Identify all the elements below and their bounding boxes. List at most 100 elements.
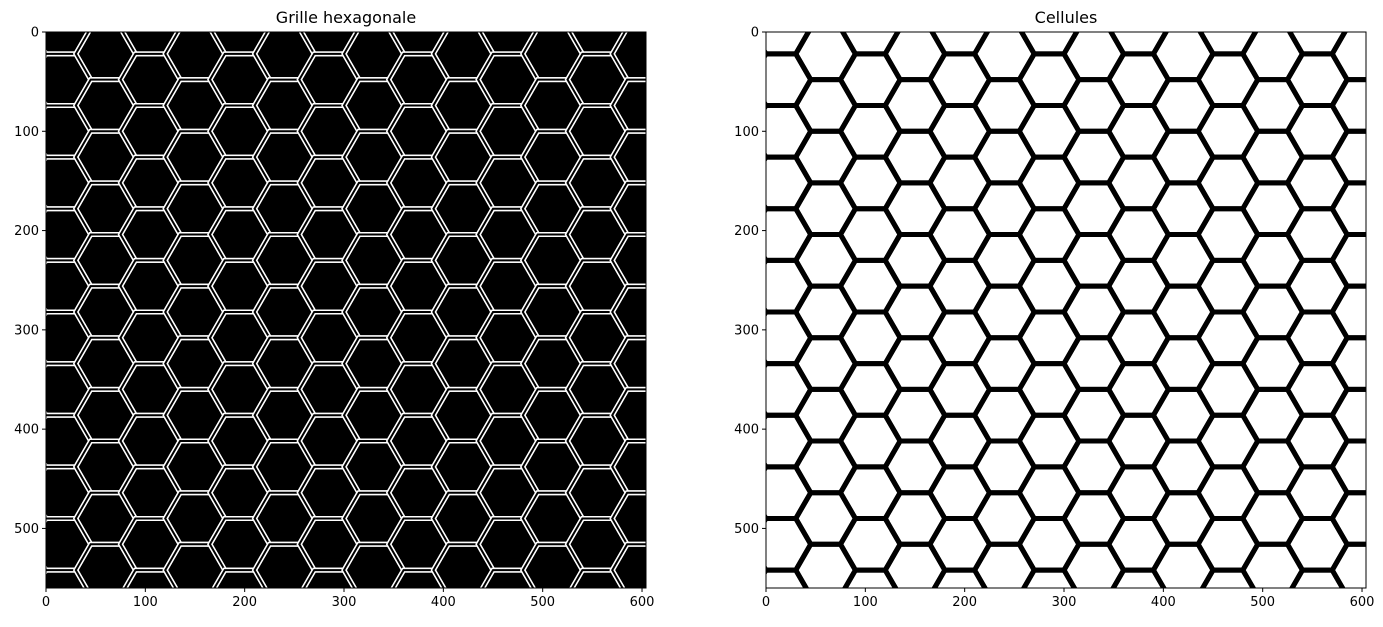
hexagon-cell: [568, 0, 628, 2]
hexagon-cell-inner: [302, 569, 356, 588]
x-tick-label: 400: [1151, 595, 1176, 610]
hexagon-cell: [796, 596, 856, 623]
y-tick-label: 400: [14, 423, 39, 438]
hexagon-cell: [657, 2, 690, 54]
hexagon-cell: [1377, 519, 1383, 571]
hexagon-cell-inner: [165, 596, 225, 623]
hexagon-cell-inner: [210, 0, 270, 2]
hexagon-cell: [1377, 0, 1383, 2]
hexagon-cell-inner: [299, 0, 359, 2]
x-tick-label: 300: [332, 595, 357, 610]
hexagon-cell: [841, 0, 901, 2]
hexagon-cell: [657, 105, 690, 157]
hexagon-cell-inner: [389, 0, 449, 2]
y-tick-label: 500: [14, 522, 39, 537]
hexagon-cell: [657, 467, 690, 519]
hexagon-cell-inner: [657, 570, 690, 622]
hexagon-cell: [657, 519, 690, 571]
y-tick-label: 100: [14, 125, 39, 140]
hexagon-cell: [1377, 260, 1383, 312]
hexagon-cell: [1377, 209, 1383, 261]
hexagon-cell: [1289, 567, 1346, 588]
hexagon-cell: [930, 0, 990, 2]
hex-grid-chart: 0 100 200 300 400 500 600 0 100 200 300 400 500: [14, 0, 690, 623]
hexagon-cell: [1377, 467, 1383, 519]
hexagon-cell: [657, 570, 690, 622]
hexagon-cell-inner: [657, 157, 690, 209]
x-tick-label: 500: [530, 595, 555, 610]
hexagon-cell: [1199, 567, 1257, 588]
hexagon-cell-inner: [657, 2, 690, 54]
hexagon-cell: [1377, 415, 1383, 467]
hexagon-cell-inner: [481, 569, 535, 588]
x-tick-label: 100: [133, 595, 158, 610]
hexagon-cell: [931, 567, 988, 588]
hexagon-cell-inner: [31, 0, 91, 2]
hexagon-cell: [299, 0, 359, 2]
x-tick-label: 100: [853, 595, 878, 610]
hexagon-cell-inner: [570, 569, 624, 588]
hexagon-cell: [657, 157, 690, 209]
hexagon-cell: [165, 596, 225, 623]
x-tick-label: 300: [1052, 595, 1077, 610]
x-tick-label: 500: [1250, 595, 1275, 610]
panel-cells: Cellules 0 100 200 300 400 500 600 0 100 200 300 40…: [690, 0, 1383, 623]
x-tick-label: 400: [431, 595, 456, 610]
hexagon-cell-inner: [123, 569, 177, 588]
hexagon-cell: [1110, 567, 1167, 588]
x-tick-label: 200: [952, 595, 977, 610]
y-tick-label: 300: [734, 323, 759, 338]
x-tick-label: 0: [762, 595, 770, 610]
hexagon-cell: [210, 0, 270, 2]
hexagon-cell: [842, 567, 899, 588]
hexagon-cell: [1377, 105, 1383, 157]
hexagon-cell-inner: [255, 596, 315, 623]
hexagon-cell: [975, 596, 1035, 623]
hexagon-cell: [657, 54, 690, 106]
hexagon-layer: [31, 0, 690, 623]
hexagon-cell: [751, 0, 811, 2]
hexagon-cell: [121, 0, 181, 2]
hexagon-cell-inner: [657, 209, 690, 261]
hexagon-cell: [1377, 54, 1383, 106]
hexagon-cell: [1021, 567, 1078, 588]
hexagon-cell-inner: [478, 0, 538, 2]
hexagon-cell-inner: [657, 467, 690, 519]
hexagon-cell: [885, 596, 945, 623]
y-tick-label: 0: [31, 26, 39, 41]
y-tick-label: 400: [734, 423, 759, 438]
hexagon-cell-inner: [657, 519, 690, 571]
hexagon-cell: [657, 260, 690, 312]
chart-title: Grille hexagonale: [275, 8, 417, 27]
x-tick-label: 600: [630, 595, 655, 610]
hexagon-cell-inner: [121, 0, 181, 2]
y-tick-label: 0: [751, 26, 759, 41]
x-tick-label: 600: [1350, 595, 1375, 610]
axes-frame: [45, 31, 647, 589]
chart-title: Cellules: [1034, 8, 1098, 27]
hexagon-cell: [1329, 541, 1366, 588]
hexagon-cell-inner: [611, 543, 646, 588]
cells-chart: 0 100 200 300 400 500 600 0 100 200 300 400 500: [734, 0, 1383, 623]
hexagon-cell-inner: [657, 0, 690, 2]
hexagon-cell-inner: [657, 105, 690, 157]
hexagon-cell: [76, 596, 136, 623]
hexagon-cell-inner: [657, 364, 690, 416]
panel-hex-grid: Grille hexagonale 0 100 200 300 400 500 600 0 10…: [0, 0, 690, 623]
hexagon-cell-inner: [392, 569, 445, 588]
hexagon-cell: [1377, 157, 1383, 209]
hexagon-cell: [657, 364, 690, 416]
hexagon-cell: [1377, 570, 1383, 622]
hexagon-cell-inner: [76, 596, 136, 623]
x-tick-label: 0: [42, 595, 50, 610]
hexagon-cell: [478, 0, 538, 2]
y-tick-label: 500: [734, 522, 759, 537]
hexagon-cell: [657, 0, 690, 2]
y-tick-label: 100: [734, 125, 759, 140]
hexagon-cell: [657, 209, 690, 261]
hexagon-cell: [31, 0, 91, 2]
y-tick-label: 200: [14, 224, 39, 239]
hexagon-cell-inner: [657, 260, 690, 312]
x-tick-label: 200: [232, 595, 257, 610]
hexagon-cell: [1377, 2, 1383, 54]
